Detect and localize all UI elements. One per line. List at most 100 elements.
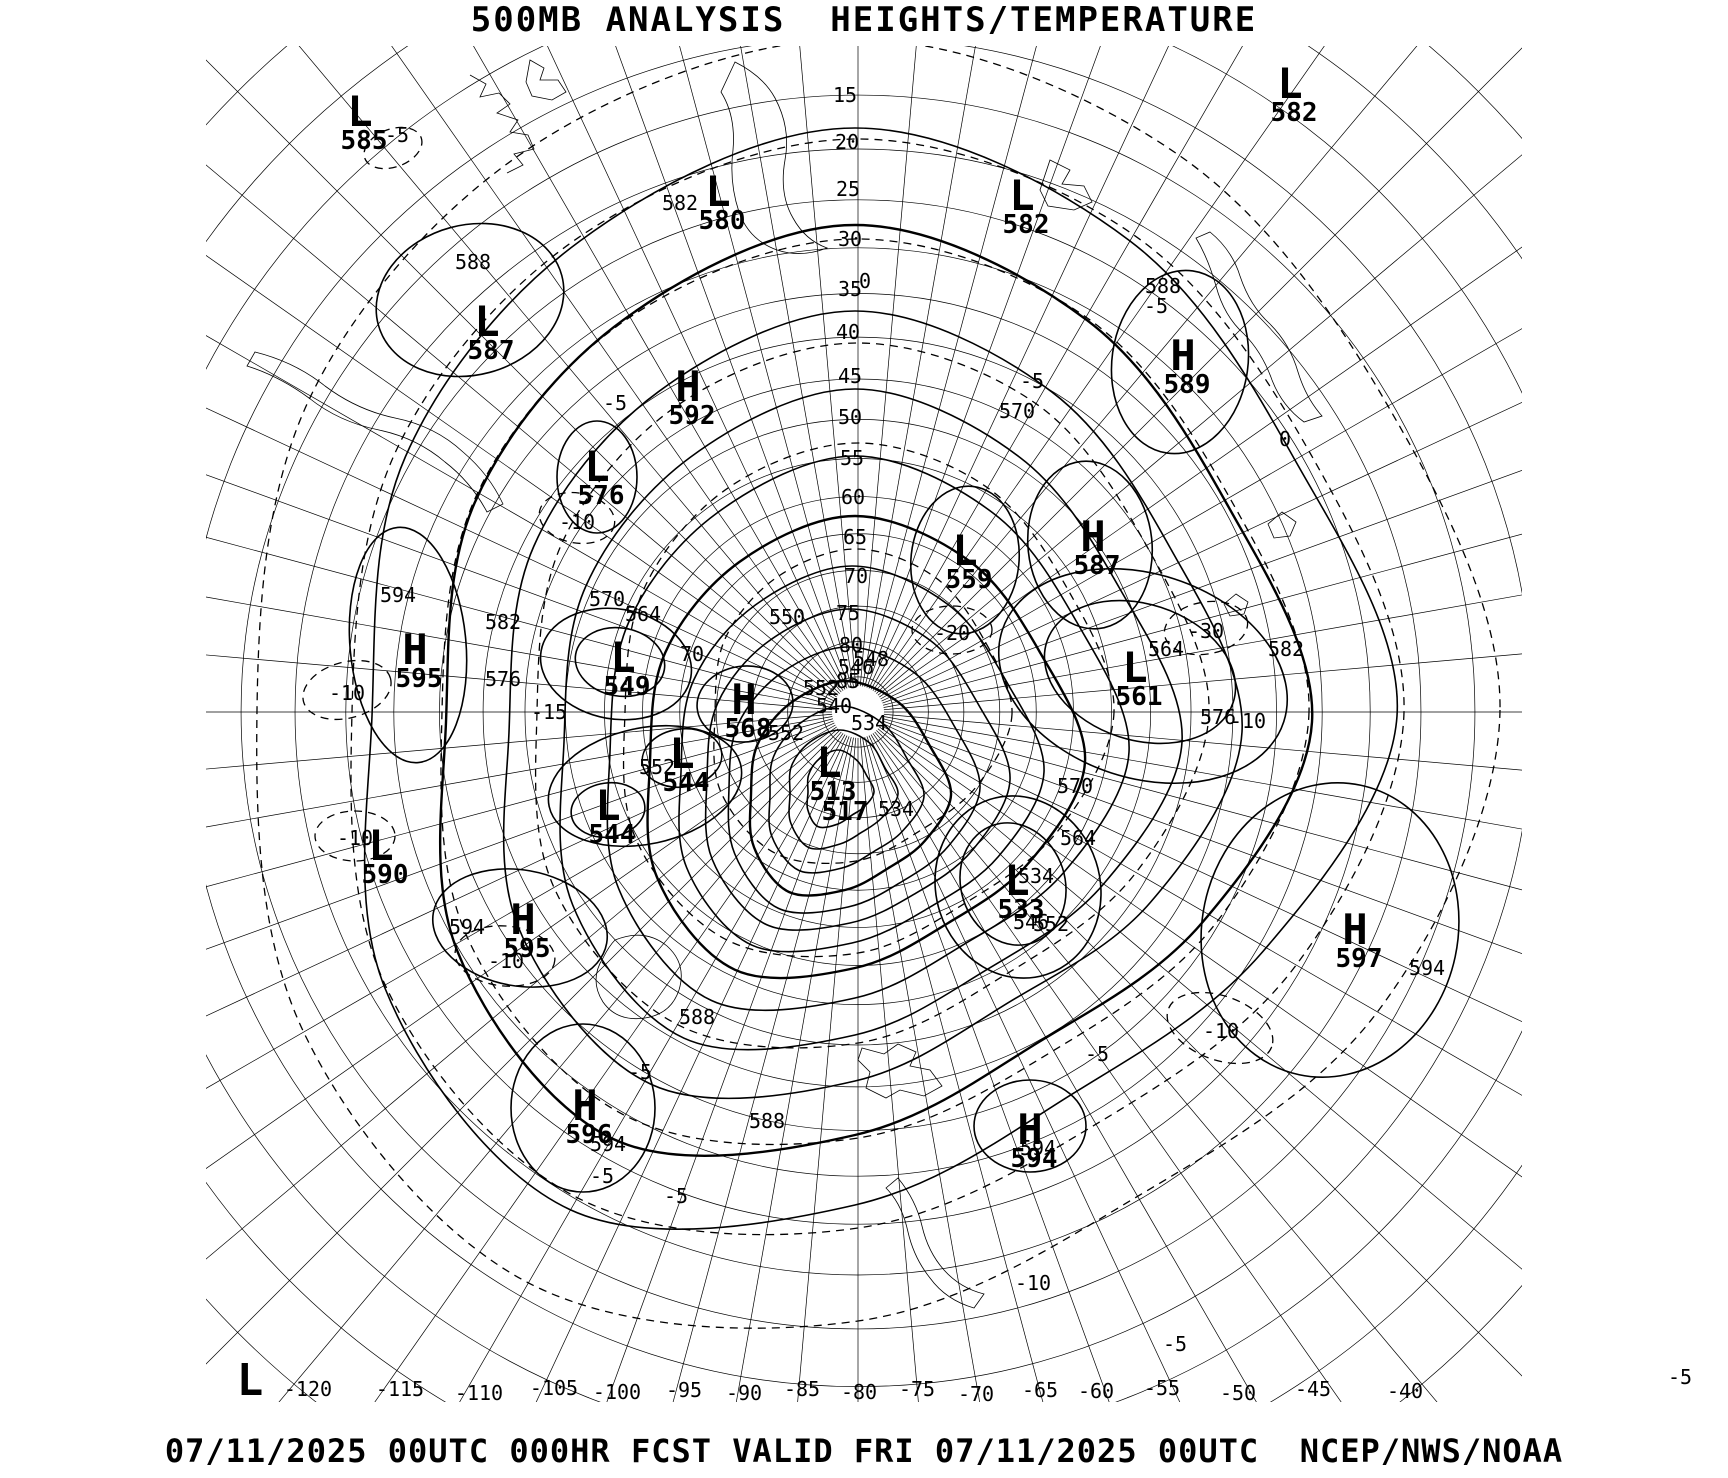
longitude-label: -120 bbox=[283, 1377, 333, 1401]
contour-label: 534 bbox=[850, 711, 888, 735]
longitude-label: -70 bbox=[957, 1382, 995, 1406]
high-center-value: 597 bbox=[1335, 944, 1383, 974]
contour-label: -10 bbox=[1229, 709, 1267, 733]
high-center-value: 594 bbox=[1010, 1144, 1058, 1174]
contour-label: 546 bbox=[1012, 910, 1050, 934]
contour-label: 564 bbox=[1059, 826, 1097, 850]
high-center-glyph: H bbox=[510, 895, 536, 944]
contour-label: 0 bbox=[1278, 427, 1292, 451]
low-center-glyph: L bbox=[1277, 59, 1303, 108]
latitude-label: 85 bbox=[835, 669, 861, 693]
high-center-glyph: H bbox=[402, 625, 428, 674]
low-center-value: 582 bbox=[1270, 98, 1318, 128]
high-center-glyph: H bbox=[1342, 905, 1368, 954]
coastlines bbox=[246, 59, 1323, 1309]
low-center-value: 587 bbox=[467, 336, 515, 366]
contour-label: 594 bbox=[1019, 1136, 1057, 1160]
contour-label: 570 bbox=[1056, 774, 1094, 798]
contour-label: -10 bbox=[1014, 1271, 1052, 1295]
low-center-glyph: L bbox=[368, 821, 394, 870]
high-center-glyph: H bbox=[675, 362, 701, 411]
contour-label: -5 bbox=[663, 1184, 689, 1208]
contour-label: 550 bbox=[768, 605, 806, 629]
high-center-glyph: H bbox=[1017, 1105, 1043, 1154]
contour-label: 0 bbox=[858, 269, 872, 293]
contour-label: 552 bbox=[767, 721, 805, 745]
contour-label: 534 bbox=[877, 797, 915, 821]
contour-label: 576 bbox=[484, 667, 522, 691]
latitude-label: 25 bbox=[835, 177, 861, 201]
latitude-label: 55 bbox=[839, 446, 865, 470]
low-center-value: 513 bbox=[809, 777, 857, 807]
high-center-value: 568 bbox=[724, 714, 772, 744]
latitude-label: 40 bbox=[835, 320, 861, 344]
contour-label: -5 bbox=[1667, 1365, 1693, 1389]
latitude-label: 30 bbox=[837, 227, 863, 251]
low-center-glyph: L bbox=[474, 297, 500, 346]
contour-label: -5 bbox=[627, 1060, 653, 1084]
longitude-label: -115 bbox=[375, 1377, 425, 1401]
contour-label: -5 bbox=[384, 123, 410, 147]
longitude-label: -105 bbox=[529, 1376, 579, 1400]
latitude-label: 65 bbox=[842, 525, 868, 549]
page-title: 500MB ANALYSIS HEIGHTS/TEMPERATURE bbox=[470, 0, 1258, 40]
low-center-value: 533 bbox=[997, 895, 1045, 925]
contour-label: 582 bbox=[1267, 637, 1305, 661]
longitude-label: -65 bbox=[1021, 1378, 1059, 1402]
latitude-label: 75 bbox=[835, 601, 861, 625]
low-center-glyph: L bbox=[952, 526, 978, 575]
longitude-label: -100 bbox=[592, 1380, 642, 1404]
contour-label: -5 bbox=[1162, 1332, 1188, 1356]
contour-label: -10 bbox=[558, 510, 596, 534]
contour-label: -10 bbox=[1202, 1019, 1240, 1043]
contour-label: -20 bbox=[933, 621, 971, 645]
low-center-glyph: L bbox=[610, 633, 636, 682]
valid-time-footer: 07/11/2025 00UTC 000HR FCST VALID FRI 07… bbox=[164, 1432, 1564, 1470]
longitude-label: -90 bbox=[725, 1381, 763, 1405]
high-center-value: 595 bbox=[395, 664, 443, 694]
latitude-label: 20 bbox=[834, 130, 860, 154]
low-center-glyph: L bbox=[1004, 856, 1030, 905]
low-center-value: 544 bbox=[662, 768, 710, 798]
latitude-label: 50 bbox=[837, 405, 863, 429]
low-center-value: 561 bbox=[1115, 682, 1163, 712]
low-center-value: 544 bbox=[588, 820, 636, 850]
longitude-label: -55 bbox=[1143, 1376, 1181, 1400]
latitude-label: 80 bbox=[838, 633, 864, 657]
contour-label: 594 bbox=[589, 1132, 627, 1156]
longitude-label: -40 bbox=[1386, 1379, 1424, 1403]
latitude-label: 70 bbox=[843, 564, 869, 588]
contour-label: 564 bbox=[624, 602, 662, 626]
longitude-label: -110 bbox=[454, 1381, 504, 1405]
low-center-glyph: L bbox=[595, 781, 621, 830]
contour-label: 588 bbox=[454, 250, 492, 274]
contour-label: 594 bbox=[448, 915, 486, 939]
longitude-label: -75 bbox=[898, 1377, 936, 1401]
contour-label: -5 bbox=[1143, 294, 1169, 318]
contour-label: 588 bbox=[1144, 274, 1182, 298]
low-center-glyph: L bbox=[1009, 171, 1035, 220]
contour-label: 570 bbox=[998, 399, 1036, 423]
longitude-label: -50 bbox=[1219, 1381, 1257, 1405]
contour-label: 588 bbox=[748, 1109, 786, 1133]
low-center-glyph: L bbox=[1122, 643, 1148, 692]
low-center-glyph: L bbox=[347, 87, 373, 136]
contour-label: 576 bbox=[1199, 705, 1237, 729]
contour-label: 548 bbox=[852, 647, 890, 671]
latitude-label: 15 bbox=[832, 83, 858, 107]
edge-low-glyph: L bbox=[236, 1355, 264, 1406]
contour-label: -5 bbox=[1084, 1042, 1110, 1066]
latitude-label: 60 bbox=[840, 485, 866, 509]
contour-label: -5 bbox=[1019, 369, 1045, 393]
low-center-glyph: L bbox=[669, 729, 695, 778]
low-center-value: 576 bbox=[577, 481, 625, 511]
low-center-value: 590 bbox=[361, 860, 409, 890]
low-center-value: 582 bbox=[1002, 210, 1050, 240]
contour-label: -5 bbox=[602, 391, 628, 415]
high-center-glyph: H bbox=[731, 675, 757, 724]
contour-label: 552 bbox=[1032, 912, 1070, 936]
contour-label: 594 bbox=[379, 583, 417, 607]
high-center-value: 592 bbox=[668, 401, 716, 431]
